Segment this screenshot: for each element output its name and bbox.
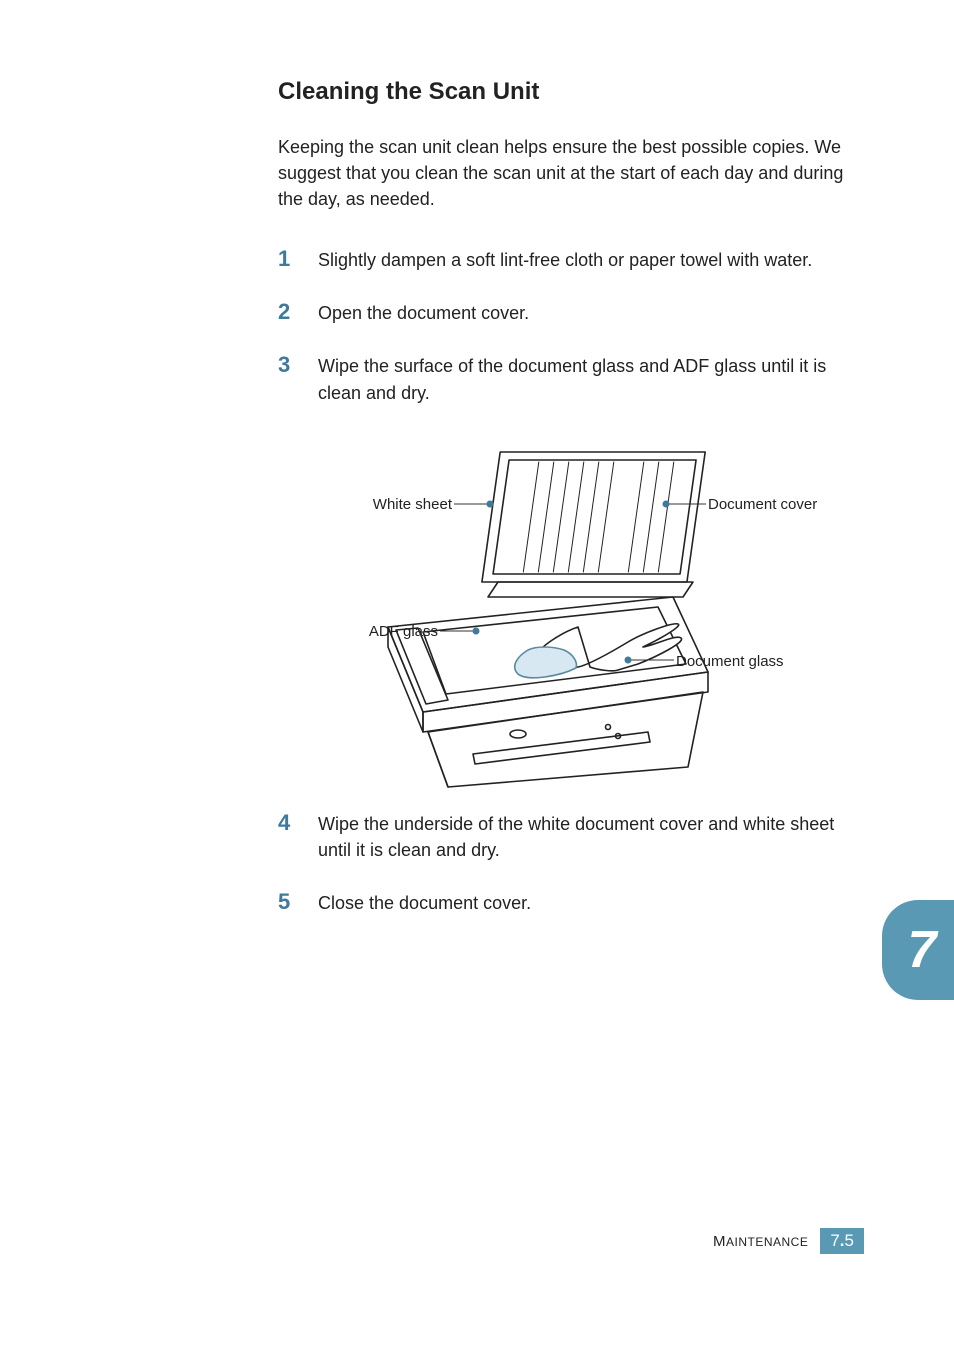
step-3: 3 Wipe the surface of the document glass… xyxy=(278,352,868,405)
page-footer: MAINTENANCE 7.5 xyxy=(713,1228,864,1254)
footer-page-number: 5 xyxy=(845,1231,854,1250)
chapter-tab: 7 xyxy=(882,900,954,1000)
step-1: 1 Slightly dampen a soft lint-free cloth… xyxy=(278,246,868,273)
footer-page-badge: 7.5 xyxy=(820,1228,864,1254)
step-number: 3 xyxy=(278,352,318,378)
callout-document-cover: Document cover xyxy=(708,495,828,515)
scanner-diagram: White sheet Document cover ADF glass Doc… xyxy=(278,432,868,792)
intro-paragraph: Keeping the scan unit clean helps ensure… xyxy=(278,134,868,212)
manual-page: Cleaning the Scan Unit Keeping the scan … xyxy=(0,0,954,1346)
callout-document-glass: Document glass xyxy=(676,652,816,672)
section-heading: Cleaning the Scan Unit xyxy=(278,78,868,106)
callout-adf-glass: ADF glass xyxy=(338,622,438,642)
step-text: Open the document cover. xyxy=(318,299,529,326)
step-2: 2 Open the document cover. xyxy=(278,299,868,326)
step-4: 4 Wipe the underside of the white docume… xyxy=(278,810,868,863)
content-column: Cleaning the Scan Unit Keeping the scan … xyxy=(278,78,868,942)
step-number: 2 xyxy=(278,299,318,325)
step-number: 4 xyxy=(278,810,318,836)
footer-chapter: 7 xyxy=(830,1231,839,1250)
chapter-number: 7 xyxy=(900,920,937,980)
scanner-illustration xyxy=(278,432,868,792)
footer-section-label: MAINTENANCE xyxy=(713,1233,808,1250)
step-text: Slightly dampen a soft lint-free cloth o… xyxy=(318,246,812,273)
step-5: 5 Close the document cover. xyxy=(278,889,868,916)
step-number: 1 xyxy=(278,246,318,272)
step-text: Wipe the surface of the document glass a… xyxy=(318,352,868,405)
callout-white-sheet: White sheet xyxy=(342,495,452,515)
step-number: 5 xyxy=(278,889,318,915)
step-text: Close the document cover. xyxy=(318,889,531,916)
step-text: Wipe the underside of the white document… xyxy=(318,810,868,863)
